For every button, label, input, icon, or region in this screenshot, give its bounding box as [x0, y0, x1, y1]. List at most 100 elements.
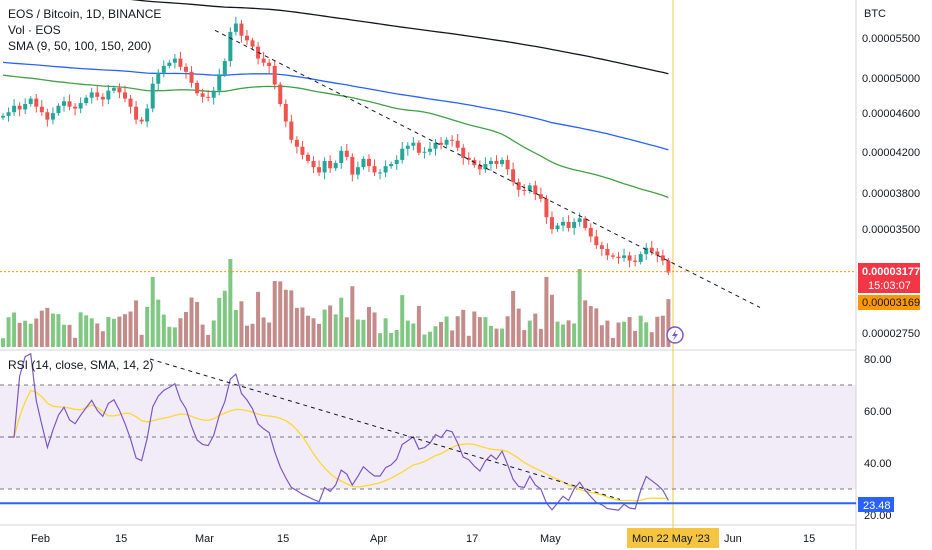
candle-body: [100, 96, 105, 100]
rsi-legend[interactable]: RSI (14, close, SMA, 14, 2): [8, 358, 154, 372]
volume-bar: [405, 320, 410, 347]
time-tick: 17: [466, 533, 478, 545]
candle-body: [455, 140, 460, 148]
volume-bar: [322, 309, 327, 347]
lightning-icon[interactable]: [666, 326, 684, 344]
sma-legend[interactable]: SMA (9, 50, 100, 150, 200): [8, 39, 152, 53]
volume-bar: [95, 323, 100, 347]
volume-bar: [84, 315, 89, 347]
volume-bar: [289, 290, 294, 347]
sma-100-line: [2, 61, 669, 151]
candle-body: [239, 23, 244, 36]
volume-bar: [211, 320, 216, 347]
candle-body: [616, 256, 621, 258]
price-tick: 0.00005000: [862, 73, 920, 85]
volume-bar: [250, 323, 255, 347]
volume-bar: [378, 333, 383, 347]
volume-bar: [339, 297, 344, 347]
volume-bar: [45, 307, 50, 347]
candle-body: [416, 142, 421, 153]
candle-body: [555, 225, 560, 230]
price-trendline: [214, 29, 761, 308]
time-tick: Apr: [370, 533, 387, 545]
time-tick: Jun: [724, 533, 742, 545]
candle-body: [339, 150, 344, 164]
volume-bar: [317, 323, 322, 347]
candle-body: [183, 66, 188, 72]
volume-bar: [533, 313, 538, 347]
volume-bar: [311, 318, 316, 347]
volume-bar: [472, 311, 477, 347]
volume-bar: [627, 317, 632, 347]
volume-bar: [511, 290, 516, 347]
candle-body: [233, 23, 238, 32]
volume-bar: [516, 308, 521, 347]
candle-body: [172, 58, 177, 63]
volume-bar: [278, 281, 283, 347]
volume-bar: [350, 286, 355, 347]
candle-body: [106, 90, 111, 100]
volume-bar: [333, 314, 338, 347]
candle-body: [583, 218, 588, 228]
volume-bar: [17, 322, 22, 347]
candle-body: [200, 93, 205, 97]
crosshair-date-badge: [627, 528, 719, 548]
price-tick: 0.00004600: [862, 108, 920, 120]
volume-bar: [577, 269, 582, 347]
candle-body: [344, 150, 349, 157]
price-tick: 0.00002750: [862, 328, 920, 340]
candle-body: [605, 249, 610, 256]
symbol-legend[interactable]: EOS / Bitcoin, 1D, BINANCE: [8, 7, 162, 21]
volume-bar: [666, 299, 671, 347]
candle-body: [78, 103, 83, 109]
volume-bar: [28, 323, 33, 347]
last-price-badge: [858, 263, 920, 293]
candle-body: [217, 74, 222, 91]
volume-bar: [383, 318, 388, 347]
rsi-last-label: 23.48: [863, 500, 891, 512]
candle-body: [538, 194, 543, 199]
volume-bar: [12, 312, 17, 347]
candle-body: [178, 58, 183, 67]
candle-body: [50, 113, 55, 120]
volume-bar: [1, 338, 5, 347]
volume-bar: [73, 337, 78, 347]
rsi-tick: 80.00: [864, 354, 892, 366]
time-tick: May: [540, 533, 561, 545]
candle-body: [466, 157, 471, 160]
candle-body: [39, 106, 44, 113]
volume-bar: [261, 317, 266, 347]
volume-bar: [477, 317, 482, 347]
volume-bar: [411, 323, 416, 347]
candle-body: [439, 142, 444, 145]
volume-bar: [527, 320, 532, 347]
candle-body: [167, 62, 172, 66]
volume-bar: [78, 312, 83, 347]
candle-body: [477, 165, 482, 170]
candle-body: [505, 159, 510, 170]
candle-body: [549, 217, 554, 230]
time-tick: 15: [115, 533, 127, 545]
volume-bar: [134, 300, 139, 347]
volume-bar: [594, 308, 599, 347]
candle-body: [145, 108, 150, 122]
volume-bar: [122, 314, 127, 347]
volume-bar: [239, 301, 244, 347]
volume-bar: [272, 281, 277, 347]
candle-body: [588, 227, 593, 237]
candle-body: [161, 65, 166, 73]
price-tick: 0.00003800: [862, 188, 920, 200]
time-axis: Feb 15 Mar 15 Apr 17 May Mon 22 May '23 …: [31, 528, 815, 548]
volume-bar: [416, 306, 421, 347]
candle-body: [267, 62, 272, 66]
candle-body: [305, 154, 310, 161]
candle-body: [95, 92, 100, 97]
price-tick: 0.00004200: [862, 147, 920, 159]
volume-legend[interactable]: Vol · EOS: [8, 23, 61, 37]
candle-body: [422, 151, 427, 153]
candle-body: [211, 90, 216, 98]
volume-bar: [228, 259, 233, 347]
rsi-tick: 40.00: [864, 458, 892, 470]
candle-body: [189, 71, 194, 83]
